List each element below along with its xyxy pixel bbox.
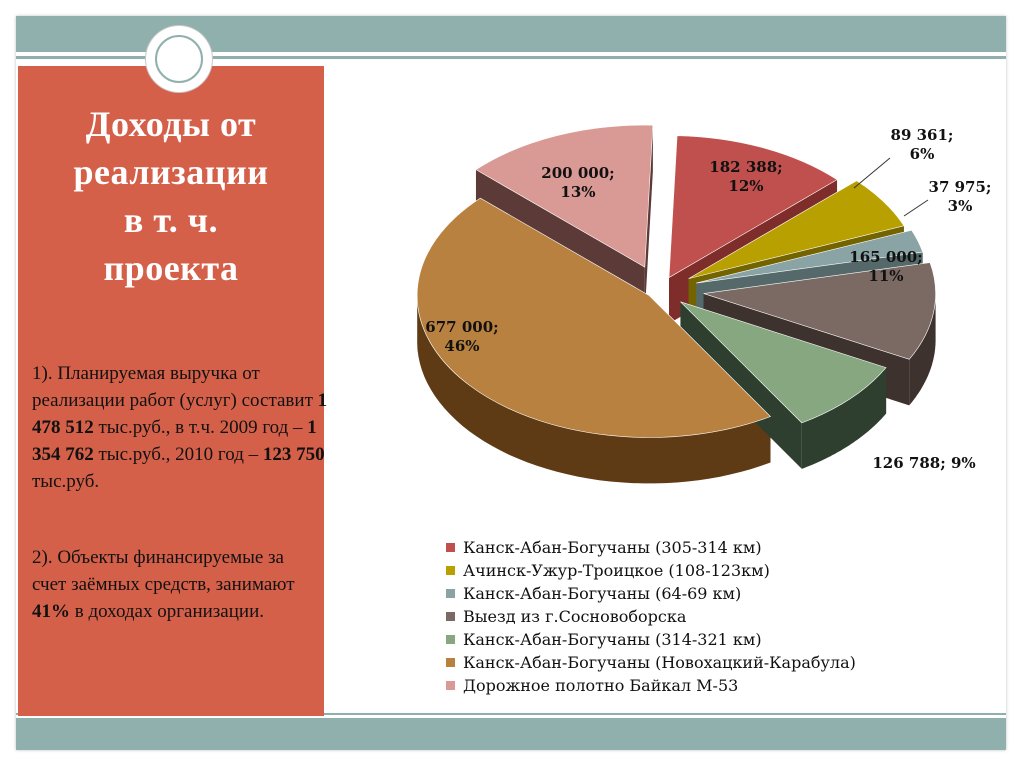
revenue-paragraph: 1). Планируемая выручка от реализации ра… — [32, 363, 328, 492]
legend-entry: Дорожное полотно Байкал М-53 — [446, 674, 966, 697]
left-panel — [18, 66, 324, 716]
pie-slice — [680, 301, 887, 424]
share-value: 41% — [32, 601, 70, 622]
bottom-band — [16, 718, 1006, 750]
bottom-band-line — [16, 713, 1006, 715]
legend-entry: Канск-Абан-Богучаны (305-314 км) — [446, 536, 966, 559]
legend-swatch — [446, 658, 455, 667]
chart-legend: Канск-Абан-Богучаны (305-314 км) Ачинск-У… — [446, 536, 966, 697]
label-leader-line — [853, 157, 891, 189]
label-leader-line — [903, 199, 929, 217]
legend-swatch — [446, 543, 455, 552]
pie-data-label: 89 361; 6% — [891, 126, 954, 163]
legend-swatch — [446, 612, 455, 621]
financing-paragraph: 2). Объекты финансируемые за счет заёмны… — [32, 547, 295, 622]
pie-data-label: 677 000; 46% — [425, 318, 498, 355]
pie-slice — [703, 262, 936, 360]
legend-label: Канск-Абан-Богучаны (64-69 км) — [463, 584, 742, 603]
pie-slice — [668, 135, 838, 279]
total-value: 1 478 512 — [32, 390, 328, 438]
legend-label: Ачинск-Ужур-Троицкое (108-123км) — [463, 561, 770, 580]
value-2009: 1 354 762 — [32, 417, 317, 465]
pie-slice-wall — [417, 297, 771, 484]
title-line: в т. ч. — [123, 200, 219, 240]
legend-label: Канск-Абан-Богучаны (305-314 км) — [463, 538, 762, 557]
pie-slice — [696, 229, 924, 284]
pie-slice — [475, 124, 654, 268]
title-line: реализации — [73, 152, 269, 192]
top-band-line — [16, 56, 1006, 59]
pie-slice — [416, 197, 772, 438]
circle-ornament-icon — [146, 26, 212, 92]
legend-label: Выезд из г.Сосновоборска — [463, 607, 687, 626]
legend-label: Канск-Абан-Богучаны (Новохацкий-Карабула… — [463, 653, 856, 672]
legend-swatch — [446, 589, 455, 598]
legend-entry: Ачинск-Ужур-Троицкое (108-123км) — [446, 559, 966, 582]
pie-slice-wall — [801, 367, 887, 469]
legend-swatch — [446, 566, 455, 575]
pie-slice-face — [644, 125, 653, 314]
legend-swatch — [446, 681, 455, 690]
pie-data-label: 37 975; 3% — [929, 178, 992, 215]
pie-data-label: 126 788; 9% — [872, 454, 975, 472]
pie-slice — [688, 180, 905, 279]
value-2010: 123 750 — [262, 444, 325, 465]
pie-slice-wall — [909, 292, 936, 406]
pie-data-label: 182 388; 12% — [709, 158, 782, 195]
pie-data-label: 200 000; 13% — [541, 164, 614, 201]
slide-title: Доходы от реализации в т. ч. проекта — [22, 100, 320, 292]
legend-label: Канск-Абан-Богучаны (314-321 км) — [463, 630, 762, 649]
title-line: Доходы от — [85, 104, 257, 144]
legend-swatch — [446, 635, 455, 644]
legend-entry: Канск-Абан-Богучаны (Новохацкий-Карабула… — [446, 651, 966, 674]
legend-entry: Канск-Абан-Богучаны (314-321 км) — [446, 628, 966, 651]
legend-entry: Выезд из г.Сосновоборска — [446, 605, 966, 628]
legend-entry: Канск-Абан-Богучаны (64-69 км) — [446, 582, 966, 605]
pie-chart: 182 388; 12% 89 361; 6% 37 975; 3%165 000; 11%… — [416, 124, 992, 484]
pie-data-label: 165 000; 11% — [849, 248, 922, 285]
title-line: проекта — [103, 248, 239, 288]
legend-label: Дорожное полотно Байкал М-53 — [463, 676, 739, 695]
